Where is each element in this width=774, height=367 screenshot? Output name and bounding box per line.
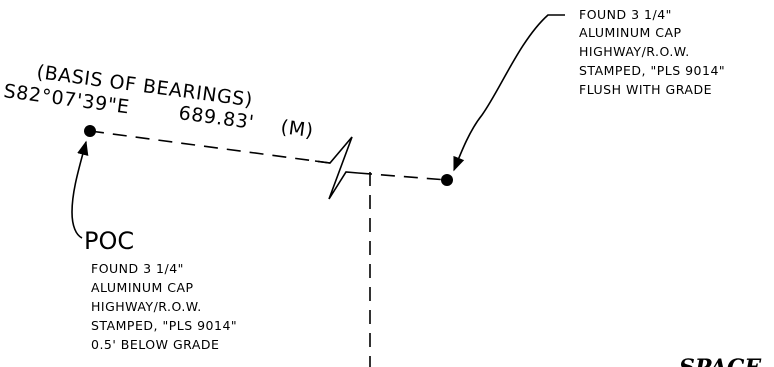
note-line: 0.5' BELOW GRADE <box>91 337 219 352</box>
bearing-line-east-segment <box>357 172 448 181</box>
poc-monument-point <box>84 125 96 137</box>
note-line: FLUSH WITH GRADE <box>579 82 712 97</box>
line-break-symbol <box>314 136 359 200</box>
east-monument-leader <box>453 14 565 172</box>
note-line: STAMPED, "PLS 9014" <box>91 318 237 333</box>
bearing-line-west-segment <box>89 130 331 164</box>
poc-leader <box>71 140 89 239</box>
corner-heading-partial: SPACE <box>679 355 762 367</box>
measure-tag: (M) <box>279 116 315 142</box>
note-line: ALUMINUM CAP <box>91 280 194 295</box>
poc-label: POC <box>84 227 134 255</box>
east-monument-note: FOUND 3 1/4" ALUMINUM CAP HIGHWAY/R.O.W.… <box>579 7 725 97</box>
note-line: HIGHWAY/R.O.W. <box>579 44 690 59</box>
note-line: FOUND 3 1/4" <box>579 7 672 22</box>
poc-monument-note: FOUND 3 1/4" ALUMINUM CAP HIGHWAY/R.O.W.… <box>91 261 237 352</box>
note-line: HIGHWAY/R.O.W. <box>91 299 202 314</box>
note-line: STAMPED, "PLS 9014" <box>579 63 725 78</box>
east-monument-point <box>441 174 453 186</box>
note-line: FOUND 3 1/4" <box>91 261 184 276</box>
note-line: ALUMINUM CAP <box>579 25 682 40</box>
